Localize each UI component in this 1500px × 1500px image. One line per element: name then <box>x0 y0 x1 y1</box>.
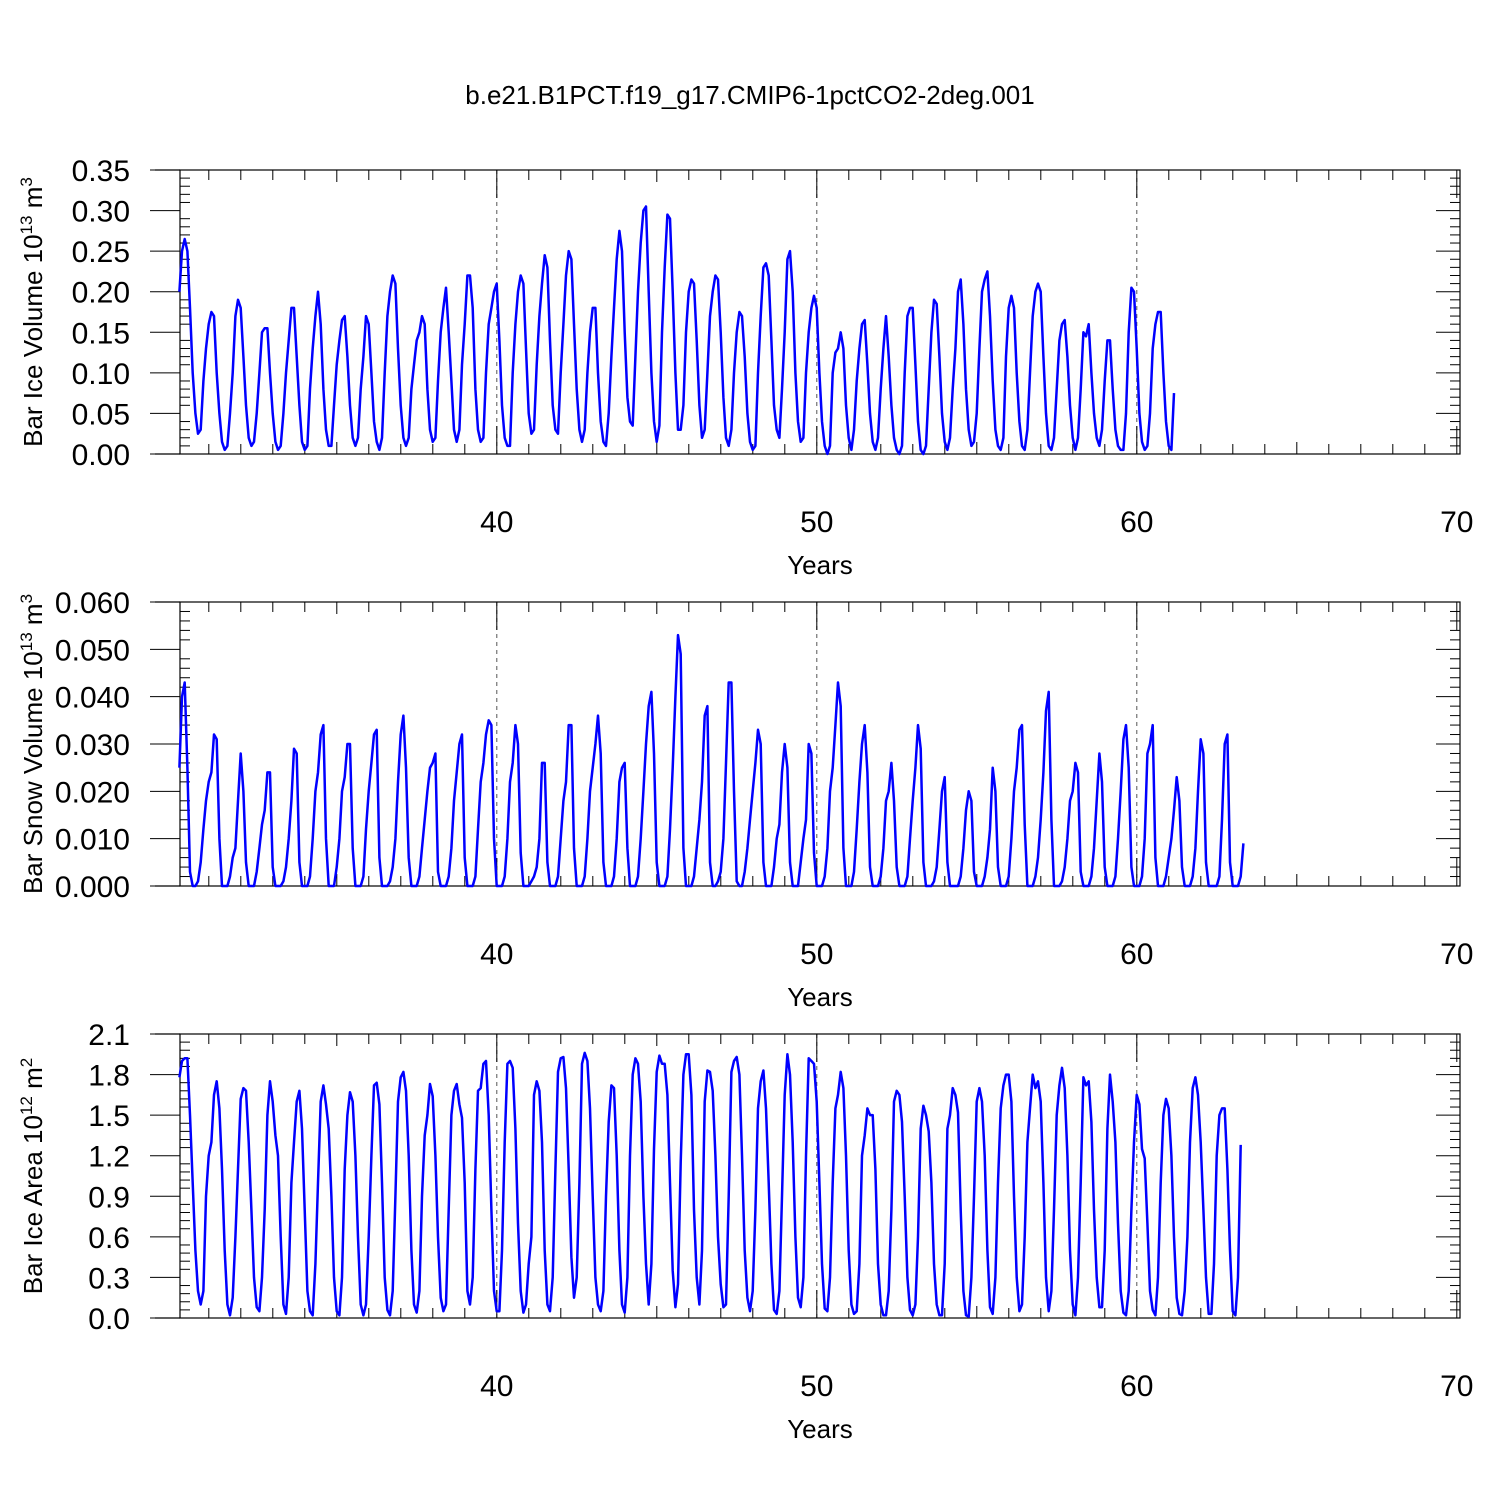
x-tick-label: 70 <box>1440 938 1473 971</box>
y-tick-label: 1.8 <box>88 1060 130 1093</box>
chart-panel-2: 0.000 0.010 0.020 0.030 0.040 0.050 0.060 40 50 6… <box>17 587 1473 1012</box>
y-axis-title: Bar Ice Area 1012 m2 <box>17 1058 48 1295</box>
plot-frame <box>179 1033 1461 1319</box>
x-axis-title: Years <box>787 550 853 580</box>
y-axis-title: Bar Ice Volume 1013 m3 <box>17 177 48 447</box>
y-tick-label: 0.010 <box>55 824 130 857</box>
y-tick-label: 0.05 <box>72 398 130 431</box>
y-tick-label: 0.35 <box>72 155 130 188</box>
y-axis-title: Bar Snow Volume 1013 m3 <box>17 594 48 894</box>
plot-frame <box>179 169 1461 455</box>
y-tick-label: 0.30 <box>72 196 130 229</box>
y-tick-label: 2.1 <box>88 1019 130 1052</box>
y-tick-label: 0.25 <box>72 236 130 269</box>
y-tick-label: 1.5 <box>88 1100 130 1133</box>
y-tick-label: 0.15 <box>72 317 130 350</box>
x-axis-title: Years <box>787 1414 853 1444</box>
y-tick-label: 1.2 <box>88 1141 130 1174</box>
x-tick-label: 50 <box>800 1370 833 1403</box>
chart-panel-3: 0.0 0.3 0.6 0.9 1.2 1.5 1.8 2.1 40 50 60 70 Years Bar… <box>17 1019 1473 1444</box>
page-title: b.e21.B1PCT.f19_g17.CMIP6-1pctCO2-2deg.0… <box>465 80 1035 110</box>
x-tick-label: 40 <box>480 506 513 539</box>
x-tick-label: 60 <box>1120 938 1153 971</box>
y-tick-label: 0.030 <box>55 729 130 762</box>
y-tick-label: 0.050 <box>55 634 130 667</box>
y-tick-label: 0.040 <box>55 682 130 715</box>
x-tick-label: 60 <box>1120 1370 1153 1403</box>
x-tick-label: 60 <box>1120 506 1153 539</box>
x-tick-label: 50 <box>800 938 833 971</box>
series-line <box>178 205 1176 456</box>
y-tick-label: 0.0 <box>88 1303 130 1336</box>
y-tick-label: 0.3 <box>88 1262 130 1295</box>
x-axis-title: Years <box>787 982 853 1012</box>
x-tick-label: 40 <box>480 938 513 971</box>
y-tick-label: 0.20 <box>72 277 130 310</box>
x-tick-label: 70 <box>1440 506 1473 539</box>
y-tick-label: 0.020 <box>55 776 130 809</box>
x-tick-label: 70 <box>1440 1370 1473 1403</box>
chart-panel-1: 0.00 0.05 0.10 0.15 0.20 0.25 0.30 0.35 40 50 60 70… <box>17 155 1473 580</box>
y-tick-label: 0.000 <box>55 871 130 904</box>
x-tick-label: 50 <box>800 506 833 539</box>
y-tick-label: 0.9 <box>88 1181 130 1214</box>
y-tick-label: 0.060 <box>55 587 130 620</box>
x-tick-label: 40 <box>480 1370 513 1403</box>
series-line <box>178 633 1245 888</box>
y-tick-label: 0.6 <box>88 1222 130 1255</box>
series-line <box>178 1051 1242 1318</box>
y-tick-label: 0.10 <box>72 358 130 391</box>
y-tick-label: 0.00 <box>72 439 130 472</box>
